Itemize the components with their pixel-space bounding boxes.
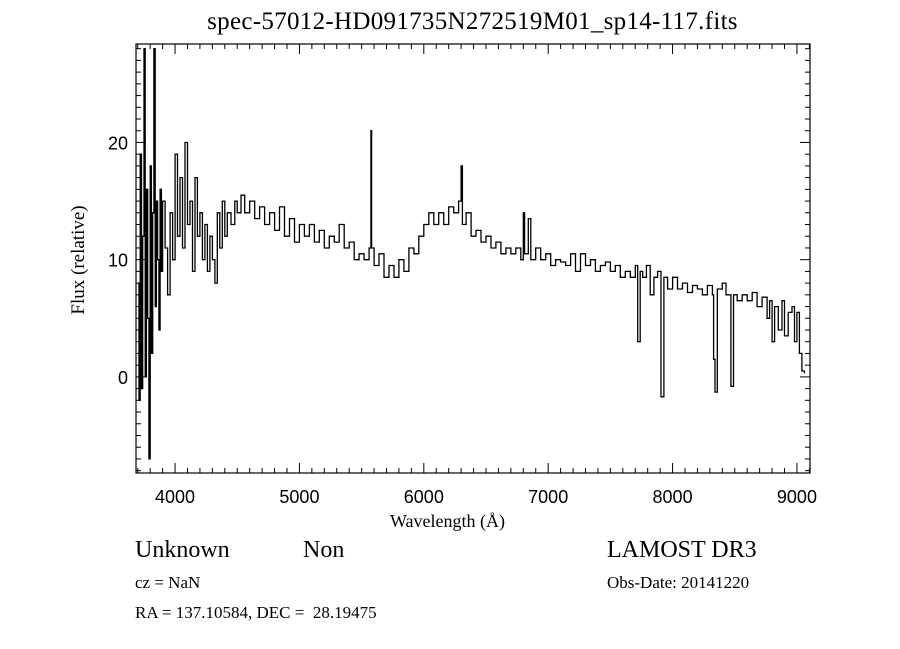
object-type: Non <box>303 537 345 563</box>
x-tick-label: 7000 <box>528 487 568 507</box>
x-axis-label: Wavelength (Å) <box>390 511 506 531</box>
chart-title: spec-57012-HD091735N272519M01_sp14-117.f… <box>207 8 738 35</box>
y-tick-label: 10 <box>108 251 128 271</box>
x-tick-label: 4000 <box>155 487 195 507</box>
redshift-label: cz = NaN <box>135 573 201 592</box>
x-tick-label: 9000 <box>777 487 817 507</box>
spectrum-line <box>137 48 806 460</box>
x-tick-label: 5000 <box>279 487 319 507</box>
coordinates-label: RA = 137.10584, DEC = 28.19475 <box>135 603 377 622</box>
object-name: Unknown <box>135 537 230 563</box>
y-tick-label: 0 <box>118 368 128 388</box>
x-tick-label: 6000 <box>404 487 444 507</box>
y-tick-label: 20 <box>108 133 128 153</box>
y-axis-label: Flux (relative) <box>68 205 89 314</box>
x-tick-label: 8000 <box>653 487 693 507</box>
survey-label: LAMOST DR3 <box>607 537 757 563</box>
plot-frame <box>135 43 811 474</box>
obs-date-label: Obs-Date: 20141220 <box>607 573 750 592</box>
